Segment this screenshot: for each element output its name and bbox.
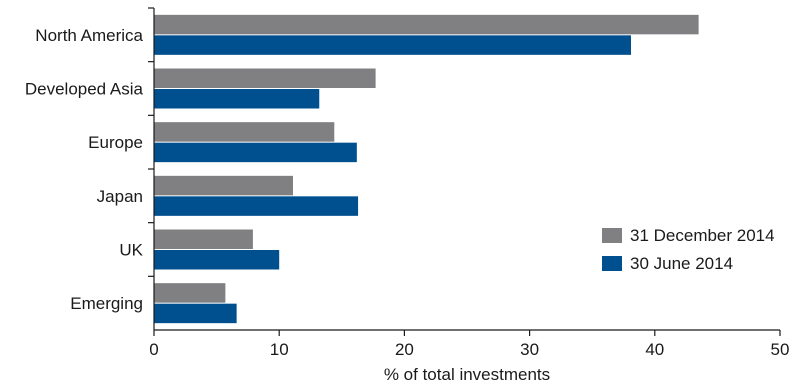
- bars-group: [154, 14, 699, 324]
- category-label: Japan: [97, 187, 143, 206]
- bar-emerging-series-1: [154, 283, 226, 303]
- legend-swatch: [602, 256, 622, 271]
- bar-uk-series-1: [154, 229, 253, 249]
- category-label: North America: [35, 26, 143, 45]
- bar-japan-series-1: [154, 175, 293, 196]
- bar-developed-asia-series-2: [154, 89, 320, 109]
- category-label: Europe: [88, 133, 143, 152]
- bar-north-america-series-2: [154, 35, 632, 55]
- x-axis-title: % of total investments: [384, 365, 550, 384]
- bar-developed-asia-series-1: [154, 68, 376, 88]
- category-label: Emerging: [70, 294, 143, 313]
- x-tick-label: 50: [771, 340, 790, 359]
- bar-europe-series-2: [154, 142, 357, 163]
- bar-emerging-series-2: [154, 303, 237, 324]
- legend-label: 31 December 2014: [630, 226, 775, 245]
- bar-europe-series-1: [154, 122, 335, 142]
- bar-uk-series-2: [154, 250, 280, 270]
- category-label: UK: [119, 241, 143, 260]
- bar-north-america-series-1: [154, 14, 699, 35]
- bar-japan-series-2: [154, 196, 359, 216]
- legend-label: 30 June 2014: [630, 254, 733, 273]
- x-ticks-group: 0 10 20 30 40 50: [149, 330, 789, 359]
- x-tick-label: 0: [149, 340, 158, 359]
- category-labels: North America Developed Asia Europe Japan UK…: [25, 7, 154, 313]
- x-tick-label: 40: [645, 340, 664, 359]
- legend-swatch: [602, 228, 622, 243]
- x-tick-label: 30: [520, 340, 539, 359]
- x-tick-label: 20: [395, 340, 414, 359]
- category-label: Developed Asia: [25, 80, 144, 99]
- x-tick-label: 10: [270, 340, 289, 359]
- legend: 31 December 2014 30 June 2014: [602, 226, 775, 273]
